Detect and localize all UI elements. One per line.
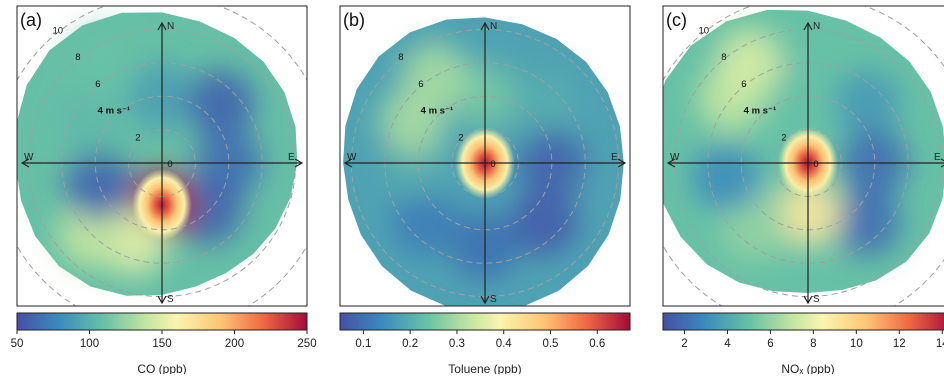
colorbar-tick-label: 14	[936, 338, 944, 350]
colorbar: 2 4 6 8 10 12 14 NOₓ (ppb)	[662, 312, 944, 376]
direction-label-s: S	[490, 294, 497, 305]
colorbar-tick-label: 0.4	[496, 338, 513, 350]
colorbar-tick-label: 2	[681, 338, 687, 350]
colorbar-tick-label: 8	[810, 338, 816, 350]
polar-field	[17, 6, 307, 306]
ring-label: 6	[418, 79, 423, 90]
colorbar: 50 100 150 200 250 CO (ppb)	[11, 312, 317, 376]
colorbar-tick-label: 150	[152, 338, 171, 350]
colorbar-gradient	[339, 312, 631, 331]
ring-label: 2	[135, 132, 140, 143]
field-cell	[715, 27, 784, 96]
colorbar-gradient	[16, 312, 308, 331]
panel-frame	[662, 5, 944, 307]
panel-frame	[339, 5, 631, 307]
axis-arrow	[157, 295, 167, 305]
field-cell	[691, 143, 760, 212]
direction-label-w: W	[670, 152, 680, 163]
field-cell	[833, 69, 902, 138]
axis-arrow	[803, 295, 813, 305]
ring-label: 8	[75, 52, 80, 63]
colorbar-tick-label: 6	[767, 338, 773, 350]
axis-arrow	[480, 21, 490, 31]
colorbar-tick-label: 0.2	[402, 338, 418, 350]
field-cell	[400, 42, 469, 111]
direction-label-e: E	[934, 152, 941, 163]
colorbar-tick-label: 4	[724, 338, 731, 350]
axis-arrow	[20, 158, 30, 168]
polar-field	[343, 17, 627, 306]
panel-frame	[16, 5, 308, 307]
axis-arrow	[294, 158, 304, 168]
field-cell	[69, 27, 138, 96]
ring-label: 0	[167, 159, 172, 170]
colorbar-tick-label: 0.3	[449, 338, 465, 350]
colorbar-tick-label: 10	[850, 338, 863, 350]
colorbar-label: CO (ppb)	[137, 362, 186, 374]
panel-b: N E S W 8 6 4 m s⁻¹ 2 0 (b) 0.1 0.2 0.3 0.4 0.5 0.6 Tolu…	[339, 5, 631, 376]
ring-label: 0	[813, 159, 818, 170]
ring-label: 6	[741, 79, 746, 90]
colorbar-tick-label: 100	[80, 338, 99, 350]
field-cell	[510, 69, 579, 138]
panel-a: N E S W 10 8 6 4 m s⁻¹ 2 0 (a) 50 100 150 200 250 CO (pp…	[11, 5, 317, 376]
direction-label-e: E	[288, 152, 295, 163]
colorbar-tick-label: 200	[225, 338, 244, 350]
colorbar-tick-label: 12	[893, 338, 906, 350]
field-cell	[833, 188, 902, 257]
axis-arrow	[480, 295, 490, 305]
colorbar-tick-label: 50	[11, 338, 24, 350]
axis-arrow	[666, 158, 676, 168]
colorbar-label: Toluene (ppb)	[448, 362, 521, 374]
colorbar: 0.1 0.2 0.3 0.4 0.5 0.6 Toluene (ppb)	[339, 312, 631, 376]
axis-arrow	[343, 158, 353, 168]
direction-label-e: E	[611, 152, 618, 163]
ring-label: 2	[781, 132, 786, 143]
colorbar-tick-label: 250	[297, 338, 316, 350]
colorbar-tick-label: 0.1	[355, 338, 371, 350]
axis-arrow	[617, 158, 627, 168]
direction-label-s: S	[813, 294, 820, 305]
direction-label-w: W	[24, 152, 34, 163]
field-cell	[65, 151, 134, 220]
direction-label-n: N	[490, 21, 497, 32]
axis-arrow	[940, 158, 944, 168]
axis-arrow	[803, 21, 813, 31]
axis-arrow	[157, 21, 167, 31]
ring-label: 4 m s⁻¹	[744, 106, 776, 117]
ring-label: 2	[458, 132, 463, 143]
field-cell	[187, 69, 256, 138]
field-cell	[720, 192, 789, 261]
panel-c: N E S W 10 8 6 4 m s⁻¹ 2 0 (c) 2 4 6 8 10 12 14 NOₓ (ppb)	[662, 5, 944, 376]
direction-label-s: S	[167, 294, 174, 305]
ring-label: 8	[721, 52, 726, 63]
ring-label: 6	[95, 79, 100, 90]
ring-label: 0	[490, 159, 495, 170]
panel-label: (a)	[20, 10, 42, 30]
ring-label: 8	[398, 52, 403, 63]
ring-label: 10	[699, 25, 710, 36]
field-cell	[55, 87, 124, 156]
colorbar-tick-label: 0.5	[542, 338, 558, 350]
direction-label-w: W	[347, 152, 357, 163]
panel-label: (b)	[343, 10, 365, 30]
ring-label: 4 m s⁻¹	[421, 106, 453, 117]
field-cell	[391, 188, 460, 257]
panel-label: (c)	[666, 10, 687, 30]
colorbar-label: NOₓ (ppb)	[781, 362, 834, 374]
field-cell	[510, 188, 579, 257]
colorbar-tick-label: 0.6	[589, 338, 605, 350]
colorbar-gradient	[662, 312, 944, 331]
direction-label-n: N	[813, 21, 820, 32]
direction-label-n: N	[167, 21, 174, 32]
ring-label: 10	[53, 25, 64, 36]
polar-field	[663, 6, 944, 306]
ring-label: 4 m s⁻¹	[98, 106, 130, 117]
